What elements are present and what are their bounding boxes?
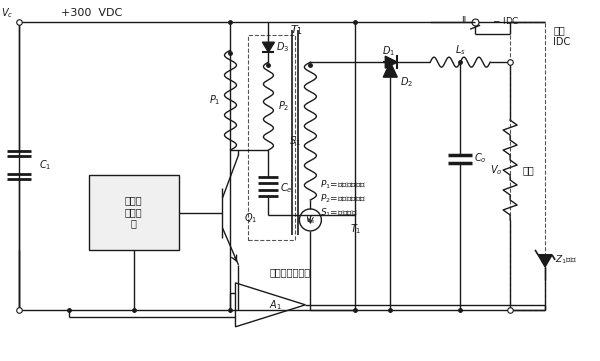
Text: $Q_1$: $Q_1$ (244, 211, 258, 225)
Text: 输出: 输出 (553, 25, 565, 35)
Text: $-$ IDC: $-$ IDC (492, 15, 520, 26)
Polygon shape (538, 255, 552, 267)
Text: 控制电流比较器: 控制电流比较器 (270, 267, 311, 277)
Text: $D_2$: $D_2$ (400, 75, 413, 89)
Text: $T_1$: $T_1$ (290, 23, 304, 37)
Text: $L_s$: $L_s$ (455, 43, 466, 57)
Text: $C_o$: $C_o$ (474, 151, 487, 165)
Text: $S_1$=副边线圈: $S_1$=副边线圈 (320, 207, 358, 219)
Polygon shape (383, 62, 397, 77)
Text: $Z_1$参考: $Z_1$参考 (555, 254, 577, 266)
Text: $P_1$: $P_1$ (209, 93, 220, 107)
Bar (89, 175, 179, 250)
Text: $S_1$: $S_1$ (289, 134, 301, 148)
Polygon shape (262, 42, 274, 52)
Text: $P_2$=能量恢复线圈: $P_2$=能量恢复线圈 (320, 193, 367, 205)
Text: $D_1$: $D_1$ (382, 44, 395, 58)
Text: $P_2$: $P_2$ (278, 99, 290, 113)
Text: $C_e$: $C_e$ (280, 181, 293, 195)
Text: $P_1$=主变压器原边: $P_1$=主变压器原边 (320, 179, 367, 191)
Polygon shape (385, 56, 397, 68)
Text: $V_c$: $V_c$ (1, 6, 14, 20)
Text: $A_1$: $A_1$ (269, 298, 282, 312)
Text: +300  VDC: +300 VDC (61, 8, 122, 18)
Text: $T_1$: $T_1$ (350, 222, 362, 236)
Text: $D_3$: $D_3$ (277, 40, 290, 54)
Text: 负载: 负载 (522, 165, 534, 175)
Text: IDC: IDC (553, 37, 571, 47)
Bar (248, 35, 295, 240)
Text: IL: IL (461, 16, 469, 25)
Text: 驱动和
隔离电
路: 驱动和 隔离电 路 (125, 195, 142, 229)
Text: $C_1$: $C_1$ (39, 158, 51, 172)
Text: $V_s$: $V_s$ (305, 214, 316, 226)
Bar (510, 22, 545, 310)
Text: $V_o$: $V_o$ (490, 163, 502, 177)
